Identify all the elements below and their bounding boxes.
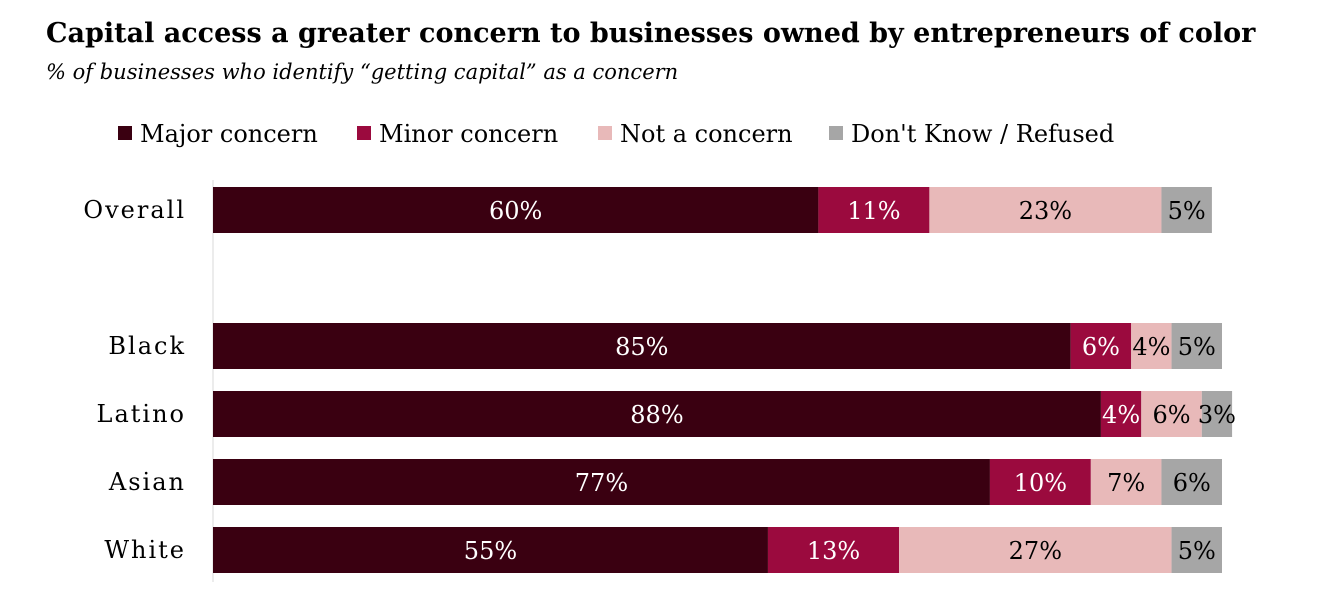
bar-latino-minor-concern xyxy=(1100,391,1142,437)
category-label-overall: Overall xyxy=(83,196,186,224)
data-label-overall-major-concern: 60% xyxy=(489,197,542,225)
data-label-black-don-t-know-refused: 5% xyxy=(1178,333,1216,361)
data-label-black-not-a-concern: 4% xyxy=(1132,333,1170,361)
bar-overall-major-concern xyxy=(213,187,819,233)
data-label-overall-don-t-know-refused: 5% xyxy=(1168,197,1206,225)
bars: 60% 11% 23% 5%85% 6% 4% 5%88% 4% 6% 3%77% 10% 7% 6%5… xyxy=(213,187,1236,573)
data-label-white-major-concern: 55% xyxy=(464,537,517,565)
category-label-asian: Asian xyxy=(108,468,186,496)
legend: Major concern Minor concern Not a concern D… xyxy=(118,120,1114,148)
bar-overall-not-a-concern xyxy=(929,187,1162,233)
legend-label-not-a-concern: Not a concern xyxy=(620,120,793,148)
chart-subtitle: % of businesses who identify “getting ca… xyxy=(46,60,679,84)
bar-latino-not-a-concern xyxy=(1141,391,1202,437)
legend-swatch-not-a-concern xyxy=(598,126,612,140)
bar-row-asian: 77% 10% 7% 6% xyxy=(213,459,1222,505)
data-label-asian-not-a-concern: 7% xyxy=(1107,469,1145,497)
bar-asian-don-t-know-refused xyxy=(1161,459,1222,505)
legend-label-minor-concern: Minor concern xyxy=(379,120,558,148)
category-label-latino: Latino xyxy=(97,400,186,428)
data-label-latino-major-concern: 88% xyxy=(630,401,683,429)
bar-asian-major-concern xyxy=(213,459,990,505)
data-label-overall-not-a-concern: 23% xyxy=(1019,197,1072,225)
bar-white-not-a-concern xyxy=(899,527,1172,573)
bar-black-major-concern xyxy=(213,323,1071,369)
bar-black-minor-concern xyxy=(1070,323,1132,369)
data-label-white-minor-concern: 13% xyxy=(807,537,860,565)
bar-overall-don-t-know-refused xyxy=(1161,187,1212,233)
bar-row-latino: 88% 4% 6% 3% xyxy=(213,391,1236,437)
bar-row-overall: 60% 11% 23% 5% xyxy=(213,187,1212,233)
data-label-black-minor-concern: 6% xyxy=(1082,333,1120,361)
bar-row-white: 55% 13% 27% 5% xyxy=(213,527,1222,573)
data-label-white-not-a-concern: 27% xyxy=(1009,537,1062,565)
data-label-black-major-concern: 85% xyxy=(615,333,668,361)
bar-row-black: 85% 6% 4% 5% xyxy=(213,323,1222,369)
bar-overall-minor-concern xyxy=(818,187,930,233)
data-label-white-don-t-know-refused: 5% xyxy=(1178,537,1216,565)
data-label-overall-minor-concern: 11% xyxy=(847,197,900,225)
legend-swatch-minor-concern xyxy=(357,126,371,140)
bar-white-major-concern xyxy=(213,527,768,573)
data-label-asian-minor-concern: 10% xyxy=(1014,469,1067,497)
bar-white-don-t-know-refused xyxy=(1171,527,1222,573)
category-labels: Overall Black Latino Asian White xyxy=(83,196,186,564)
legend-swatch-major-concern xyxy=(118,126,132,140)
data-label-asian-don-t-know-refused: 6% xyxy=(1173,469,1211,497)
bar-black-don-t-know-refused xyxy=(1171,323,1222,369)
category-label-black: Black xyxy=(108,332,186,360)
category-label-white: White xyxy=(104,536,186,564)
data-label-latino-minor-concern: 4% xyxy=(1102,401,1140,429)
legend-swatch-don-t-know-refused xyxy=(829,126,843,140)
data-label-latino-don-t-know-refused: 3% xyxy=(1198,401,1236,429)
legend-label-major-concern: Major concern xyxy=(140,120,318,148)
data-label-latino-not-a-concern: 6% xyxy=(1153,401,1191,429)
bar-latino-major-concern xyxy=(213,391,1101,437)
bar-asian-minor-concern xyxy=(989,459,1091,505)
bar-latino-don-t-know-refused xyxy=(1201,391,1233,437)
legend-label-don-t-know-refused: Don't Know / Refused xyxy=(851,120,1114,148)
bar-asian-not-a-concern xyxy=(1090,459,1162,505)
data-label-asian-major-concern: 77% xyxy=(575,469,628,497)
chart-title: Capital access a greater concern to busi… xyxy=(46,18,1256,49)
bar-white-minor-concern xyxy=(767,527,900,573)
bar-black-not-a-concern xyxy=(1131,323,1172,369)
